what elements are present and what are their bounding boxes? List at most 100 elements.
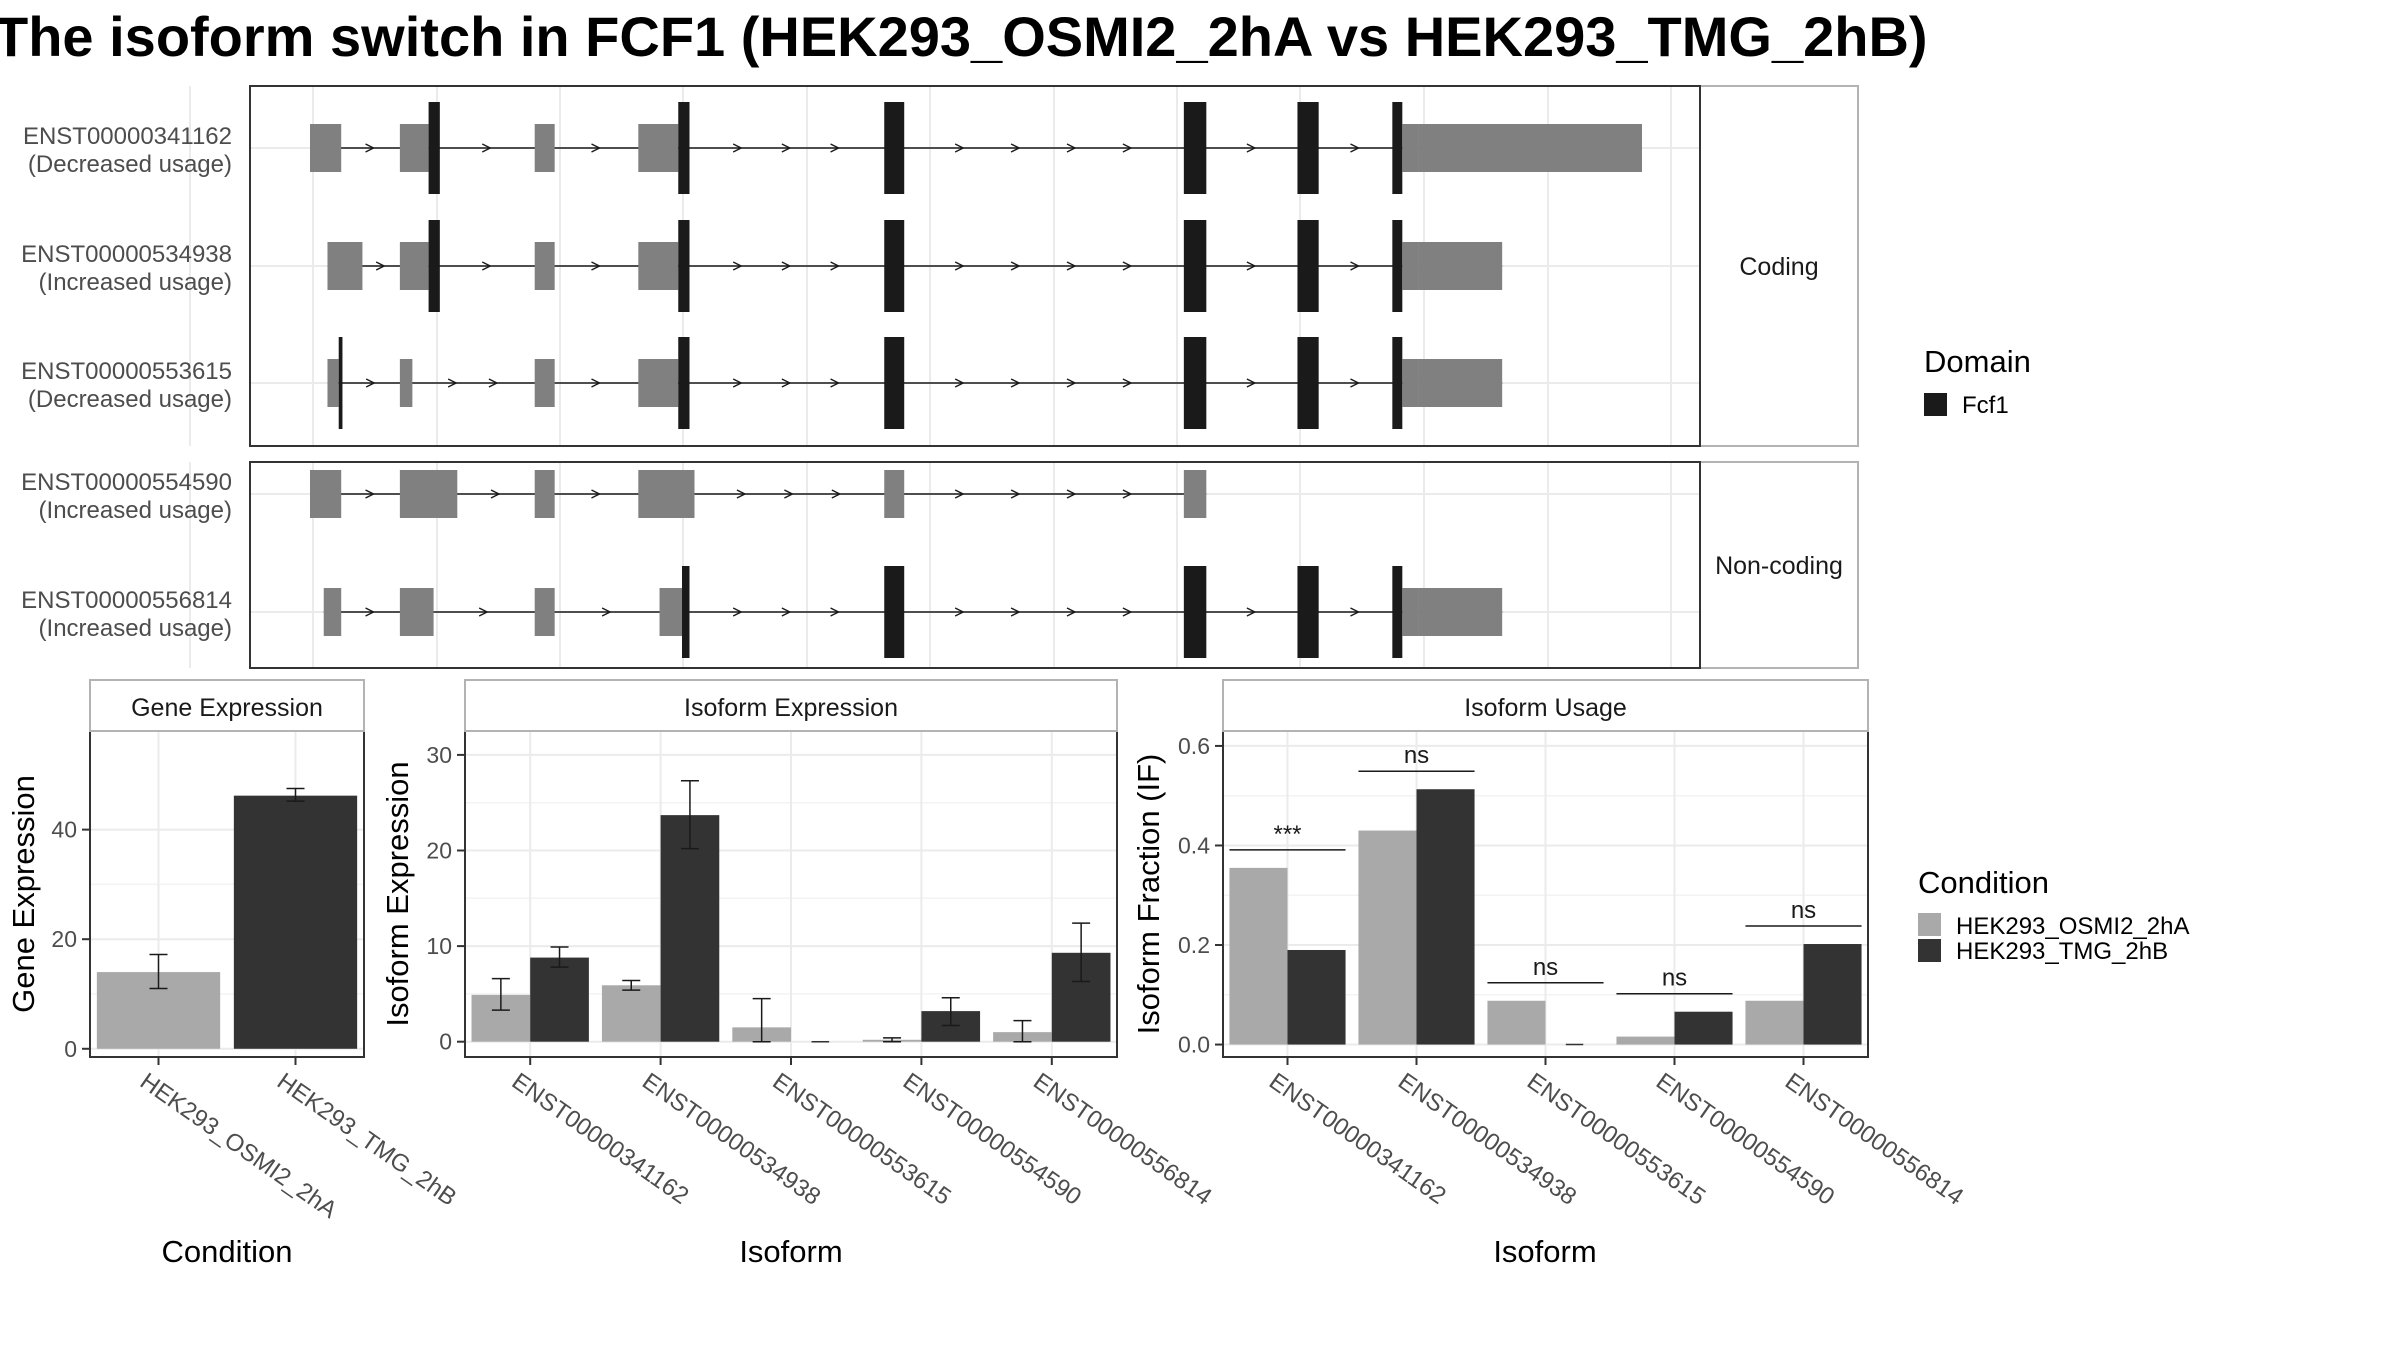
intron-arrow	[732, 378, 743, 388]
exon-utr	[534, 242, 555, 290]
intron-arrow	[591, 143, 602, 153]
intron-arrow	[830, 378, 841, 388]
intron-arrow	[365, 143, 376, 153]
facet-strip	[464, 679, 1118, 732]
intron-arrow	[481, 143, 492, 153]
significance-label: ns	[1404, 742, 1429, 769]
exon-domain	[1297, 337, 1319, 429]
bar	[1674, 1011, 1733, 1045]
intron-arrow	[1066, 489, 1077, 499]
exon-utr	[659, 588, 683, 636]
y-tick-label: 40	[51, 817, 77, 843]
intron-arrow	[732, 143, 743, 153]
exon-utr	[1418, 242, 1503, 290]
bar	[530, 957, 589, 1042]
intron-arrow	[1010, 607, 1021, 617]
exon-domain	[1297, 102, 1319, 194]
intron-arrow	[1010, 489, 1021, 499]
y-tick-label: 0.2	[1178, 932, 1210, 958]
intron-arrow	[591, 489, 602, 499]
transcript-usage: (Increased usage)	[39, 615, 232, 642]
facet-strip	[1222, 679, 1869, 732]
y-tick-label: 30	[426, 742, 452, 768]
exon-domain	[884, 220, 905, 312]
exon-utr	[1418, 588, 1503, 636]
exon-domain	[1392, 220, 1403, 312]
figure-title: The isoform switch in FCF1 (HEK293_OSMI2…	[0, 5, 1928, 68]
exon-domain	[338, 337, 343, 429]
domain-legend-label: Fcf1	[1962, 392, 2009, 419]
exon-utr	[638, 124, 679, 172]
bar-charts: Gene Expression02040HEK293_OSMI2_2hAHEK2…	[6, 679, 1968, 1269]
intron-arrow	[781, 607, 792, 617]
chart-title: Isoform Expression	[684, 694, 898, 722]
exon-utr	[310, 470, 342, 518]
y-tick-label: 0.6	[1178, 733, 1210, 759]
transcript-id: ENST00000534938	[21, 241, 232, 268]
bar	[1358, 830, 1417, 1045]
bar	[1287, 949, 1346, 1045]
condition-legend-label: HEK293_OSMI2_2hA	[1956, 913, 2189, 940]
exon-domain	[428, 102, 440, 194]
y-tick-label: 20	[51, 926, 77, 952]
bar	[1229, 867, 1288, 1045]
y-axis-title: Isoform Fraction (IF)	[1131, 754, 1166, 1035]
x-axis-title: Condition	[162, 1234, 293, 1269]
intron-arrow	[954, 489, 965, 499]
intron-arrow	[1122, 607, 1133, 617]
chart-title: Isoform Usage	[1464, 694, 1627, 722]
exon-domain	[1183, 337, 1207, 429]
intron-arrow	[591, 261, 602, 271]
exon-utr	[1402, 242, 1419, 290]
intron-arrow	[591, 378, 602, 388]
intron-arrow	[1066, 378, 1077, 388]
intron-arrow	[1122, 489, 1133, 499]
exon-utr	[1418, 359, 1503, 407]
exon-utr	[399, 470, 458, 518]
exon-utr	[884, 470, 905, 518]
exon-utr	[534, 359, 555, 407]
significance-label: ns	[1533, 954, 1558, 981]
intron-arrow	[447, 378, 458, 388]
transcript-id: ENST00000553615	[21, 358, 232, 385]
exon-domain	[1392, 566, 1403, 658]
exon-utr	[399, 124, 429, 172]
y-tick-label: 0.0	[1178, 1032, 1210, 1058]
transcript-id: ENST00000341162	[23, 123, 232, 150]
exon-utr	[534, 588, 555, 636]
intron-arrow	[1350, 143, 1361, 153]
intron-arrow	[1122, 378, 1133, 388]
bar	[1616, 1036, 1675, 1045]
exon-domain	[1297, 220, 1319, 312]
exon-utr	[1402, 588, 1419, 636]
bar	[601, 985, 661, 1042]
facet-strip	[1699, 461, 1859, 669]
y-tick-label: 0.4	[1178, 832, 1210, 858]
exon-utr	[323, 588, 342, 636]
transcript-usage: (Increased usage)	[39, 497, 232, 524]
intron-arrow	[375, 261, 386, 271]
condition-legend-title: Condition	[1918, 865, 2049, 900]
intron-arrow	[1066, 261, 1077, 271]
intron-arrow	[1122, 261, 1133, 271]
structure-panel-border	[249, 461, 1701, 669]
significance-label: ns	[1791, 897, 1816, 924]
exon-domain	[1392, 337, 1403, 429]
exon-domain	[1392, 102, 1403, 194]
intron-arrow	[954, 261, 965, 271]
intron-arrow	[781, 143, 792, 153]
facet-strip-label: Non-coding	[1715, 552, 1843, 580]
intron-arrow	[781, 261, 792, 271]
exon-domain	[1183, 102, 1207, 194]
legends: Domain Fcf1 Condition HEK293_OSMI2_2hAHEK29…	[1918, 344, 2189, 965]
intron-arrow	[732, 261, 743, 271]
bar	[1416, 789, 1475, 1045]
intron-arrow	[831, 489, 842, 499]
exon-domain	[682, 566, 690, 658]
domain-legend-key	[1924, 393, 1947, 416]
intron-arrow	[1066, 143, 1077, 153]
intron-arrow	[830, 607, 841, 617]
exon-utr	[638, 470, 695, 518]
transcript-usage: (Decreased usage)	[28, 386, 232, 413]
